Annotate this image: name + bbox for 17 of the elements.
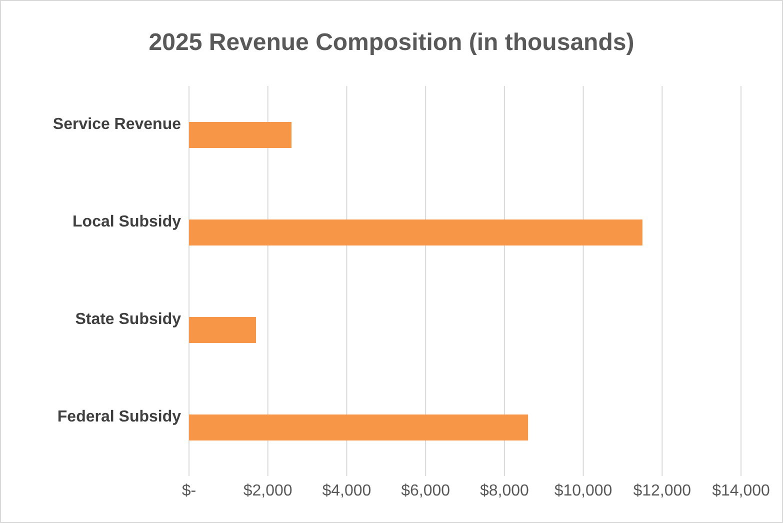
chart-title: 2025 Revenue Composition (in thousands)	[148, 29, 636, 57]
x-tick-label: $12,000	[633, 482, 692, 500]
bar	[189, 122, 292, 148]
y-tick-label: Service Revenue	[52, 116, 182, 133]
bar	[189, 414, 528, 440]
x-tick-label: $2,000	[243, 482, 292, 500]
x-tick-label: $14,000	[712, 482, 770, 500]
bar	[189, 220, 642, 246]
bar	[189, 317, 256, 343]
y-tick-label: State Subsidy	[75, 310, 182, 328]
y-tick-label: Local Subsidy	[72, 213, 182, 230]
y-tick-label: Federal Subsidy	[57, 408, 182, 426]
x-tick-label: $4,000	[322, 482, 372, 500]
x-tick-label: $10,000	[554, 482, 612, 500]
x-tick-label: $-	[182, 482, 196, 500]
x-tick-label: $8,000	[480, 482, 529, 500]
x-tick-label: $6,000	[401, 482, 450, 500]
